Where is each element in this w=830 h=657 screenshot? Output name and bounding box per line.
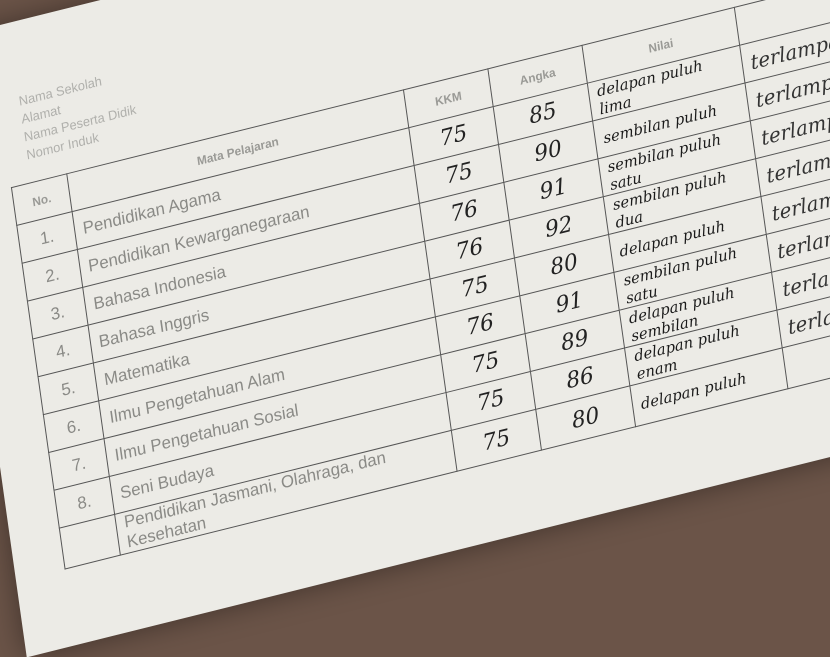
student-info: Nama Sekolah Alamat Nama Peserta Didik Nomo… — [18, 65, 140, 165]
grades-table: No. Mata Pelajaran KKM Angka Nilai 1. Pen… — [11, 0, 830, 570]
